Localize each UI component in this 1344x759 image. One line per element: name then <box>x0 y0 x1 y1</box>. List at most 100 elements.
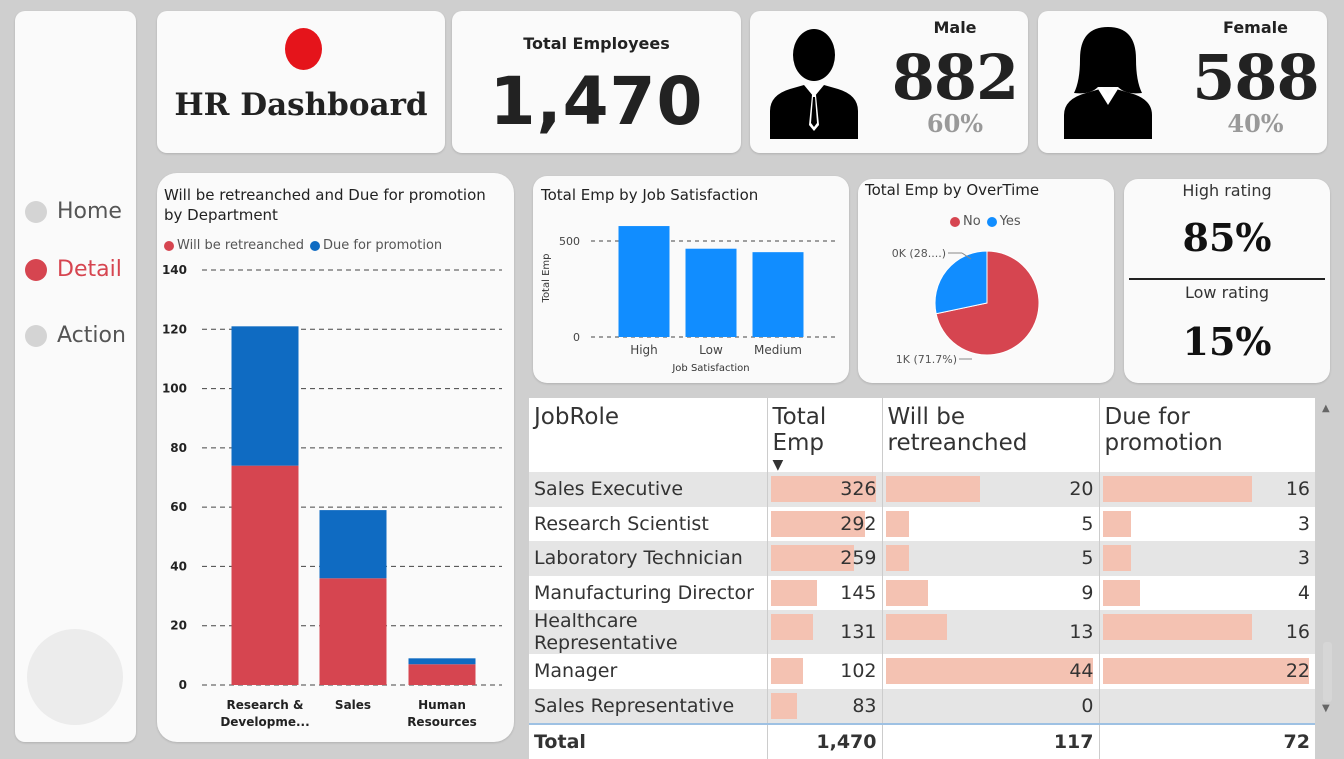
cell-retrench: 20 <box>882 472 1100 507</box>
sidebar-circle-button[interactable] <box>27 629 123 725</box>
cell-retrench-value: 44 <box>1069 660 1094 683</box>
cell-promo: 3 <box>1099 507 1315 542</box>
male-card: Male 882 60% <box>750 11 1028 153</box>
female-card: Female 588 40% <box>1038 11 1327 153</box>
nav-action-label: Action <box>57 323 126 348</box>
scroll-up-icon[interactable]: ▲ <box>1322 403 1330 414</box>
total-employees-card: Total Employees 1,470 <box>452 11 741 153</box>
table-row[interactable]: Manufacturing Director 145 9 4 <box>529 575 1315 611</box>
y-axis-label: Total Emp <box>541 254 552 304</box>
table-row[interactable]: Sales Representative 83 0 <box>529 688 1315 724</box>
col-promotion-label: Due for promotion <box>1104 404 1223 456</box>
pie-slice-no[interactable] <box>935 250 1040 356</box>
pie-slice-yes[interactable] <box>934 250 988 315</box>
cell-promo-bar <box>1102 658 1309 684</box>
cell-total-bar <box>770 545 854 571</box>
cell-total-value: 292 <box>840 512 877 535</box>
rating-card: High rating 85% Low rating 15% <box>1124 179 1330 383</box>
legend-dot-retrench <box>164 240 174 251</box>
cell-retrench: 0 <box>882 688 1100 724</box>
col-jobrole[interactable]: JobRole <box>529 398 768 472</box>
cell-retrench: 13 <box>882 610 1100 654</box>
nav-home[interactable]: Home <box>25 199 122 224</box>
table-header-row: JobRole Total Emp ▼ Will be retreanched … <box>529 398 1315 472</box>
y-tick-label: 100 <box>162 382 187 396</box>
nav-detail-label: Detail <box>57 257 122 282</box>
cell-jobrole: Healthcare Representative <box>529 610 768 654</box>
scroll-down-icon[interactable]: ▼ <box>1322 703 1330 714</box>
cell-retrench: 44 <box>882 654 1100 689</box>
cell-retrench-bar <box>885 614 947 640</box>
job-satisfaction-bar-chart: 0 500 High Low Medium Job Satisfaction Total E… <box>541 226 835 374</box>
table-row[interactable]: Research Scientist 292 5 3 <box>529 506 1315 542</box>
bar-promotion[interactable] <box>319 510 387 579</box>
low-rating-value: 15% <box>1182 319 1272 364</box>
cell-promo: 3 <box>1099 541 1315 576</box>
nav-action-dot <box>25 324 47 347</box>
bar-job-satisfaction[interactable] <box>685 248 737 337</box>
cell-total-bar <box>770 579 818 606</box>
sort-desc-icon[interactable]: ▼ <box>772 457 784 473</box>
legend-dot-no <box>950 216 960 227</box>
x-tick-label: Research & <box>227 698 304 712</box>
bar-retrench[interactable] <box>408 664 476 685</box>
cell-total-bar <box>770 692 798 719</box>
table-row[interactable]: Sales Executive 326 20 16 <box>529 472 1315 507</box>
cell-promo-value: 3 <box>1297 512 1310 535</box>
cell-total-bar <box>770 614 813 640</box>
cell-promo-value: 22 <box>1285 660 1310 683</box>
x-tick-label: Developme... <box>220 715 309 729</box>
total-promotion-sum: 72 <box>1099 723 1315 759</box>
table-total-row: Total 1,470 117 72 <box>529 723 1315 759</box>
legend-dot-yes <box>986 216 997 227</box>
department-chart-legend: Will be retreanched Due for promotion <box>164 238 442 253</box>
rating-divider <box>1129 278 1325 280</box>
cell-total-value: 131 <box>840 621 877 643</box>
bar-job-satisfaction[interactable] <box>752 252 804 337</box>
overtime-card: Total Emp by OverTime No Yes 0K (28....)… <box>858 179 1114 383</box>
male-label: Male <box>933 18 977 37</box>
cell-retrench: 5 <box>882 506 1100 541</box>
nav-action[interactable]: Action <box>25 323 126 348</box>
female-label: Female <box>1223 18 1288 37</box>
cell-total-value: 326 <box>840 478 877 501</box>
legend-promotion-label: Due for promotion <box>322 238 443 253</box>
cell-promo: 4 <box>1099 576 1315 611</box>
cell-retrench-value: 5 <box>1081 547 1094 570</box>
nav-detail[interactable]: Detail <box>25 257 122 282</box>
scroll-thumb[interactable] <box>1323 642 1332 702</box>
bar-promotion[interactable] <box>408 658 476 665</box>
male-count: 882 <box>891 41 1019 114</box>
cell-jobrole: Research Scientist <box>529 506 768 541</box>
female-count: 588 <box>1192 41 1319 114</box>
col-total-emp[interactable]: Total Emp ▼ <box>767 398 883 473</box>
cell-promo-value: 16 <box>1285 478 1310 501</box>
bar-promotion[interactable] <box>231 326 299 466</box>
bar-job-satisfaction[interactable] <box>618 226 670 337</box>
col-retrench[interactable]: Will be retreanched <box>882 398 1100 472</box>
bar-retrench[interactable] <box>231 465 299 685</box>
col-jobrole-label: JobRole <box>534 404 620 430</box>
cell-retrench-bar <box>885 545 910 571</box>
col-retrench-label: Will be retreanched <box>887 404 1028 456</box>
jobrole-table: JobRole Total Emp ▼ Will be retreanched … <box>529 398 1315 759</box>
cell-total-bar <box>770 476 876 502</box>
cell-total-value: 83 <box>852 694 877 717</box>
table-row[interactable]: Manager 102 44 22 <box>529 654 1315 689</box>
pie-leader-line <box>961 252 972 260</box>
dashboard-title: HR Dashboard <box>174 87 428 123</box>
overtime-legend: No Yes <box>950 214 1021 229</box>
overtime-title: Total Emp by OverTime <box>865 181 1040 199</box>
cell-promo-bar <box>1102 579 1140 606</box>
table-row[interactable]: Healthcare Representative 131 13 16 <box>529 610 1315 654</box>
table-row[interactable]: Laboratory Technician 259 5 3 <box>529 541 1315 576</box>
bar-retrench[interactable] <box>319 578 387 685</box>
cell-jobrole: Manufacturing Director <box>529 575 768 610</box>
cell-total: 102 <box>767 654 883 689</box>
cell-jobrole: Manager <box>529 654 768 689</box>
cell-total-bar <box>770 510 865 537</box>
col-promotion[interactable]: Due for promotion <box>1099 398 1315 472</box>
total-employees-label: Total Employees <box>523 34 670 53</box>
red-dot-icon <box>285 28 322 70</box>
y-tick-label: 0 <box>573 331 580 344</box>
